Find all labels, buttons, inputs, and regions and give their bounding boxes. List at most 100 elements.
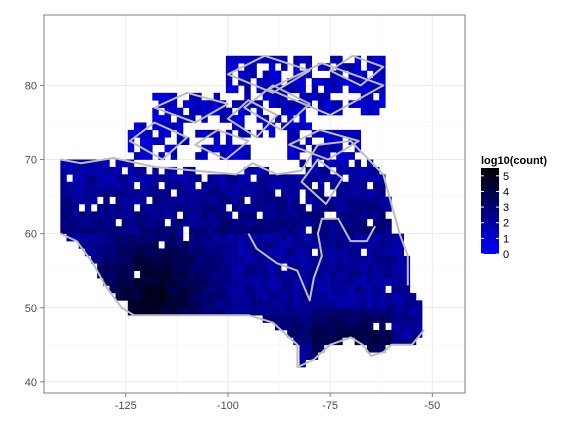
heatmap-cell: [287, 233, 294, 242]
heatmap-cell: [287, 218, 294, 227]
legend-colorbar: [481, 168, 499, 254]
heatmap-cell: [225, 241, 233, 249]
heatmap-cell: [201, 211, 208, 220]
heatmap-cell: [336, 166, 343, 175]
heatmap-cell: [201, 292, 208, 301]
heatmap-cell: [232, 196, 239, 205]
heatmap-cell: [385, 307, 392, 316]
heatmap-cell: [385, 330, 392, 338]
heatmap-cell: [97, 248, 104, 257]
heatmap-cell: [293, 233, 300, 242]
heatmap-cell: [164, 263, 172, 272]
heatmap-cell: [317, 315, 325, 323]
heatmap-cell: [299, 78, 306, 86]
heatmap-cell: [366, 196, 374, 205]
heatmap-cell: [336, 292, 343, 301]
heatmap-cell: [281, 255, 288, 264]
heatmap-cell: [348, 241, 355, 249]
heatmap-cell: [299, 344, 306, 353]
heatmap-cell: [330, 315, 337, 323]
heatmap-cell: [299, 211, 306, 220]
heatmap-cell: [360, 315, 368, 323]
heatmap-cell: [84, 204, 92, 212]
heatmap-cell: [232, 115, 239, 123]
heatmap-cell: [195, 218, 202, 227]
heatmap-cell: [121, 255, 129, 264]
heatmap-cell: [164, 248, 172, 257]
y-tick-label: 50: [25, 303, 37, 315]
heatmap-cell: [103, 174, 110, 183]
heatmap-cell: [170, 122, 178, 131]
heatmap-cell: [281, 322, 288, 331]
heatmap-cell: [133, 226, 141, 234]
heatmap-cell: [311, 315, 319, 323]
heatmap-cell: [213, 300, 221, 309]
heatmap-cell: [176, 226, 184, 234]
heatmap-cell: [262, 307, 270, 316]
heatmap-cell: [97, 211, 104, 220]
heatmap-cell: [317, 285, 325, 294]
heatmap-cell: [238, 307, 245, 316]
heatmap-cell: [219, 181, 227, 190]
heatmap-cell: [373, 315, 380, 323]
heatmap-cell: [140, 226, 147, 234]
heatmap-cell: [109, 270, 116, 279]
heatmap-cell: [268, 78, 276, 86]
heatmap-cell: [152, 92, 159, 101]
heatmap-cell: [262, 115, 270, 123]
heatmap-cell: [140, 248, 147, 257]
heatmap-cell: [189, 255, 196, 264]
heatmap-cell: [152, 122, 159, 131]
heatmap-cell: [268, 300, 276, 309]
heatmap-cell: [317, 307, 325, 316]
heatmap-cell: [379, 344, 386, 353]
heatmap-cell: [305, 233, 313, 242]
heatmap-cell: [256, 196, 263, 205]
heatmap-cell: [201, 196, 208, 205]
heatmap-cell: [115, 181, 122, 190]
heatmap-cell: [262, 181, 270, 190]
heatmap-cell: [287, 211, 294, 220]
heatmap-cell: [323, 166, 331, 175]
heatmap-cell: [360, 307, 368, 316]
heatmap-cell: [274, 218, 282, 227]
heatmap-cell: [366, 278, 374, 286]
heatmap-cell: [354, 166, 362, 175]
heatmap-cell: [182, 278, 190, 286]
heatmap-cell: [127, 292, 135, 301]
island-outline: [226, 99, 278, 139]
heatmap-cell: [195, 285, 202, 294]
heatmap-cell: [182, 285, 190, 294]
heatmap-cell: [366, 255, 374, 264]
heatmap-cell: [225, 300, 233, 309]
heatmap-cell: [66, 226, 73, 234]
heatmap-cell: [305, 278, 313, 286]
heatmap-cell: [293, 226, 300, 234]
heatmap-cell: [360, 330, 368, 338]
heatmap-cell: [213, 129, 221, 138]
heatmap-cell: [293, 70, 300, 79]
heatmap-cell: [379, 233, 386, 242]
heatmap-cell: [232, 307, 239, 316]
heatmap-cell: [182, 166, 190, 175]
heatmap-cell: [366, 63, 374, 71]
heatmap-cell: [256, 255, 263, 264]
heatmap-cell: [274, 292, 282, 301]
heatmap-cell: [293, 322, 300, 331]
heatmap-cell: [164, 278, 172, 286]
heatmap-cell: [373, 211, 380, 220]
heatmap-cell: [201, 204, 208, 212]
heatmap-cell: [121, 226, 129, 234]
heatmap-cell: [354, 307, 362, 316]
heatmap-cell: [287, 322, 294, 331]
heatmap-cell: [274, 70, 282, 79]
y-tick-label: 80: [25, 80, 37, 92]
heatmap-cell: [354, 78, 362, 86]
heatmap-cell: [403, 330, 411, 338]
heatmap-cell: [323, 226, 331, 234]
heatmap-cell: [115, 196, 122, 205]
heatmap-cell: [109, 233, 116, 242]
island-outline: [153, 91, 229, 124]
heatmap-cell: [164, 92, 172, 101]
heatmap-cell: [60, 204, 67, 212]
